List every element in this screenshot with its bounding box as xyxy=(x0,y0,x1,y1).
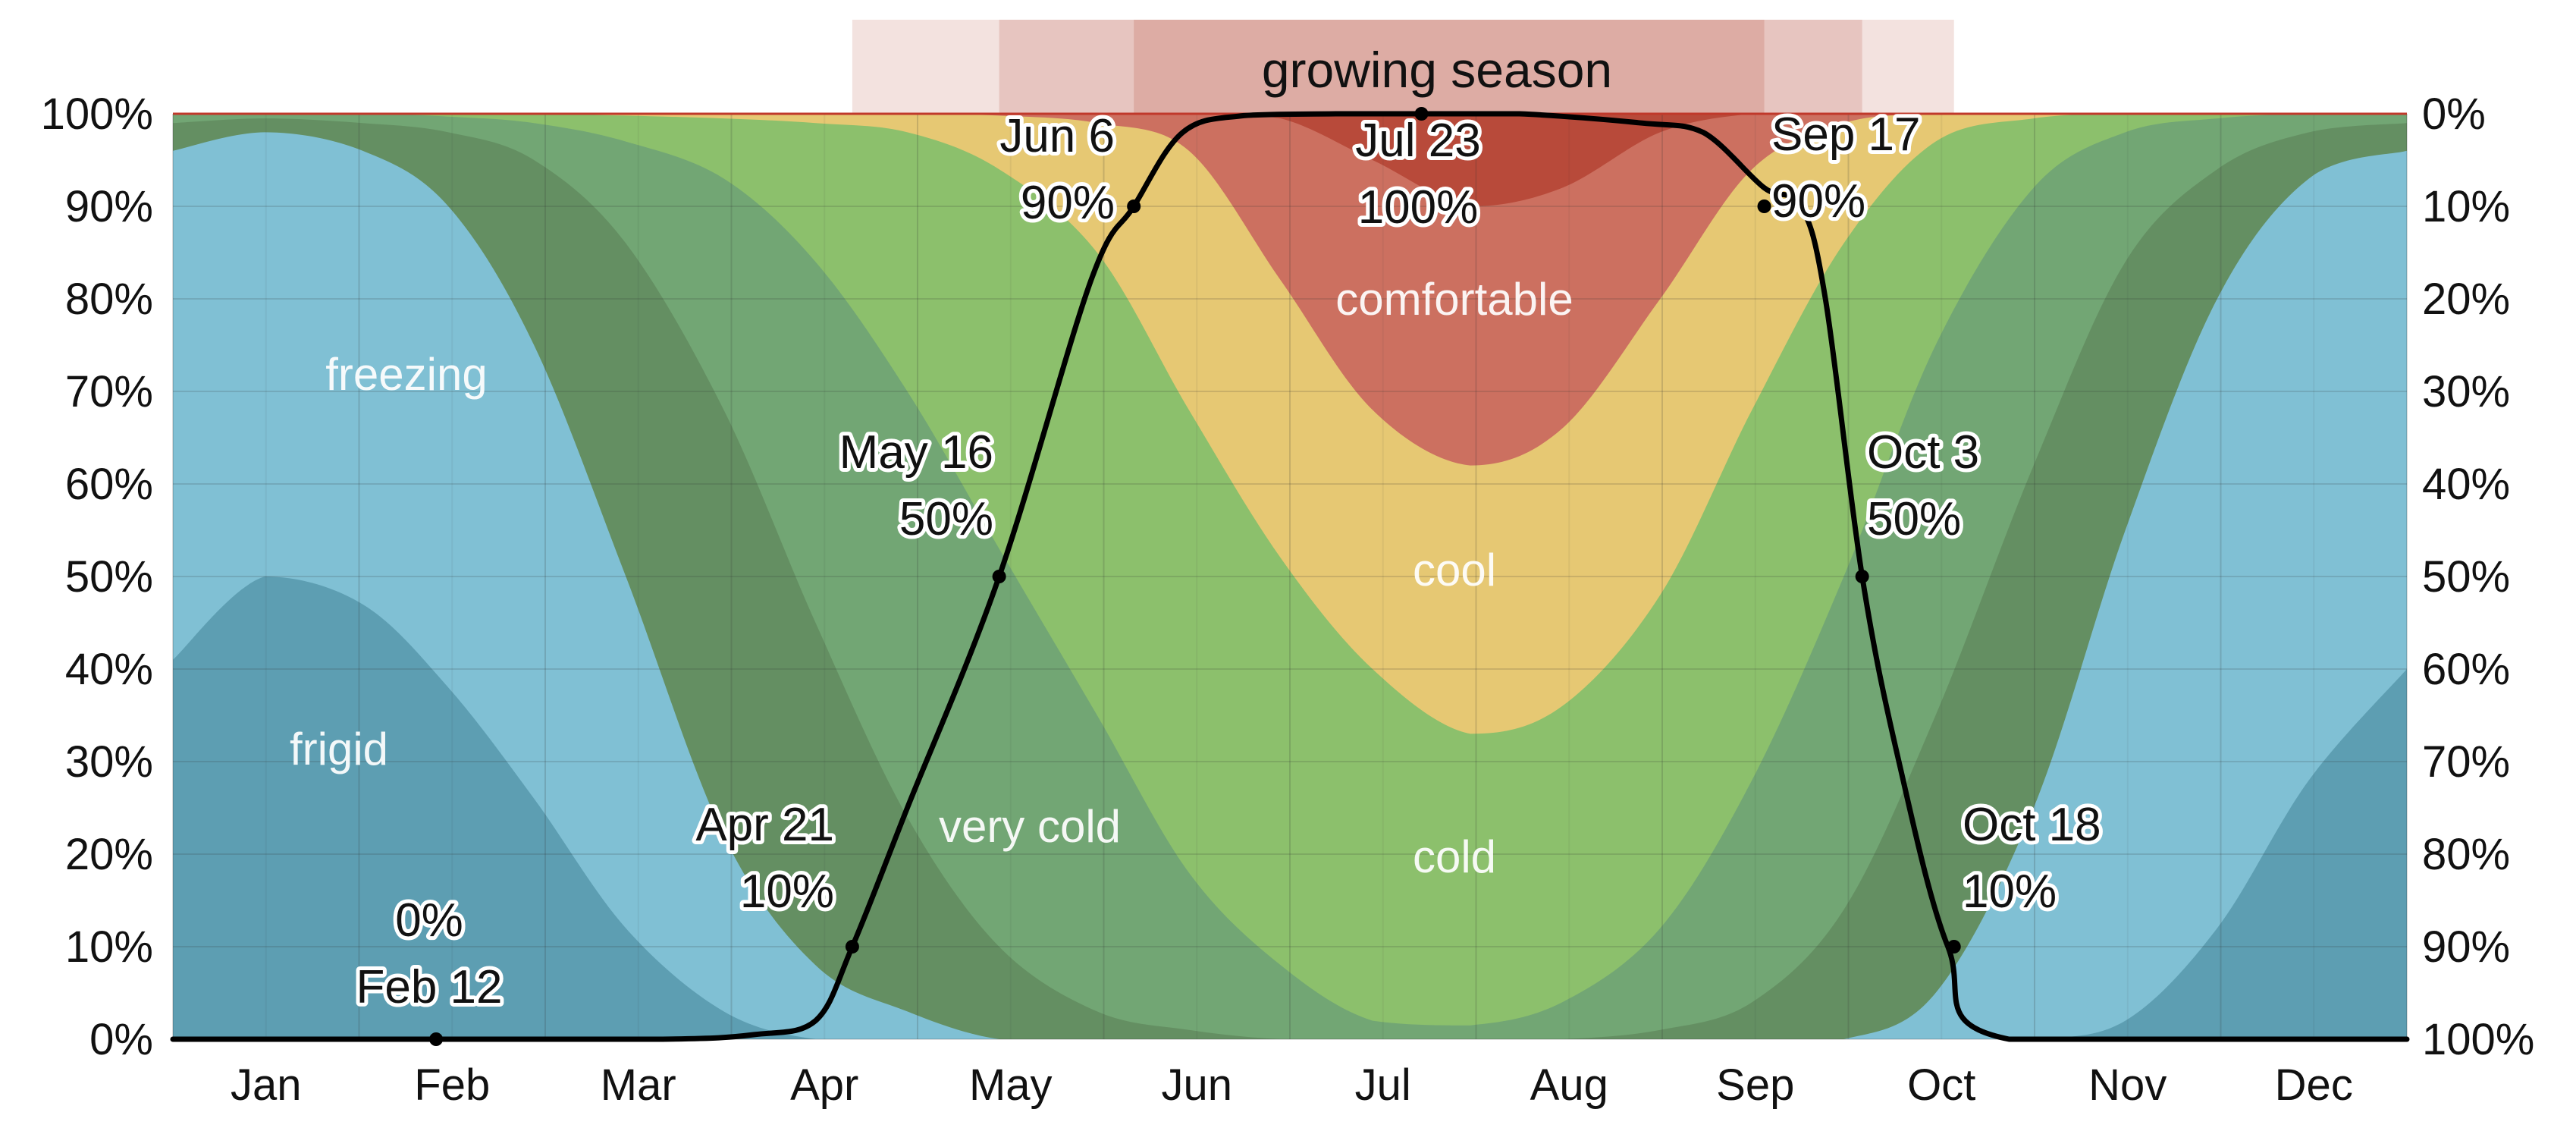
annotation-line: 100% xyxy=(1358,181,1479,234)
growing-season-band xyxy=(852,20,1954,114)
right-axis-tick-1: 90% xyxy=(2422,922,2510,972)
right-axis-tick-9: 10% xyxy=(2422,182,2510,231)
annotation-label-4: Jun 6 90% xyxy=(999,110,1115,229)
month-label-apr: Apr xyxy=(790,1060,858,1110)
band-label-cool: cool xyxy=(1413,545,1496,595)
right-axis-tick-8: 20% xyxy=(2422,275,2510,324)
band-label-frigid: frigid xyxy=(290,724,388,774)
annotation-point-8 xyxy=(1947,940,1961,953)
month-label-jan: Jan xyxy=(231,1060,302,1110)
annotation-label-5: Jul 23 100% xyxy=(1355,115,1480,234)
band-frigid xyxy=(173,576,2407,1039)
left-axis-tick-8: 80% xyxy=(65,275,153,324)
left-axis-tick-2: 20% xyxy=(65,830,153,879)
month-label-mar: Mar xyxy=(601,1060,676,1110)
annotation-line: 90% xyxy=(1021,177,1115,229)
annotation-label-7: Oct 3 50% xyxy=(1867,426,1979,545)
annotation-line: Feb 12 xyxy=(356,961,502,1013)
annotation-line: 50% xyxy=(1867,493,1961,545)
grid-lines xyxy=(172,112,2408,1040)
month-label-nov: Nov xyxy=(2088,1060,2167,1110)
growing-season-line-group xyxy=(170,111,2410,1042)
left-axis-tick-1: 10% xyxy=(65,922,153,972)
annotation-line: Apr 21 xyxy=(695,799,834,851)
annotation-point-7 xyxy=(1855,570,1869,583)
annotation-label-1: 0% Feb 12 xyxy=(356,894,502,1013)
axes: 0% 10% 20% 30% 40% 50% 60% 70% 80% 90% 100% 100% 90%… xyxy=(41,90,2535,1110)
annotation-line: Jul 23 xyxy=(1355,115,1480,167)
annotation-line: 10% xyxy=(740,866,834,918)
annotation-point-4 xyxy=(1127,199,1141,213)
right-axis-tick-10: 0% xyxy=(2422,90,2486,139)
annotation-line: 90% xyxy=(1771,175,1865,228)
left-axis-tick-0: 0% xyxy=(89,1015,153,1064)
right-axis-tick-6: 40% xyxy=(2422,460,2510,509)
annotation-point-1 xyxy=(429,1032,444,1046)
month-label-dec: Dec xyxy=(2275,1060,2353,1110)
left-axis-tick-3: 30% xyxy=(65,737,153,787)
right-axis-tick-4: 60% xyxy=(2422,645,2510,694)
season-band-segment-2 xyxy=(999,20,1862,114)
annotation-label-6: Sep 17 90% xyxy=(1771,108,1921,228)
annotation-label-2: Apr 21 10% xyxy=(695,799,834,918)
month-label-may: May xyxy=(969,1060,1053,1110)
annotation-point-2 xyxy=(845,940,859,953)
annotation-point-3 xyxy=(992,570,1006,583)
chart-title: growing season xyxy=(1262,42,1612,98)
left-axis-tick-4: 40% xyxy=(65,645,153,694)
left-axis-tick-5: 50% xyxy=(65,552,153,602)
right-axis-tick-0: 100% xyxy=(2422,1015,2534,1064)
annotation-line: 10% xyxy=(1963,866,2057,918)
annotation-point-5 xyxy=(1414,107,1429,121)
band-very-cold xyxy=(173,118,2407,1040)
annotation-line: Oct 3 xyxy=(1867,426,1979,479)
left-axis-tick-10: 100% xyxy=(41,90,153,139)
annotation-point-6 xyxy=(1757,199,1771,213)
left-axis-tick-9: 90% xyxy=(65,182,153,231)
right-axis-tick-3: 70% xyxy=(2422,737,2510,787)
annotation-label-8: Oct 18 10% xyxy=(1963,799,2101,918)
band-label-comfortable: comfortable xyxy=(1335,274,1573,325)
left-axis-tick-6: 60% xyxy=(65,460,153,509)
band-label-freezing: freezing xyxy=(325,349,487,400)
season-band-segment-1 xyxy=(852,20,1954,114)
month-label-feb: Feb xyxy=(414,1060,490,1110)
annotation-line: Sep 17 xyxy=(1771,108,1921,161)
month-label-oct: Oct xyxy=(1907,1060,1975,1110)
month-label-sep: Sep xyxy=(1716,1060,1794,1110)
temperature-bands xyxy=(173,114,2407,1040)
annotation-line: 50% xyxy=(899,493,993,545)
band-label-very-cold: very cold xyxy=(939,801,1121,852)
annotation-label-3: May 16 50% xyxy=(839,426,993,545)
right-axis-tick-5: 50% xyxy=(2422,552,2510,602)
annotation-line: Oct 18 xyxy=(1963,799,2101,851)
annotation-line: Jun 6 xyxy=(999,110,1115,162)
growing-season-line xyxy=(170,111,2410,1042)
band-labels: frigid freezing very cold cold cool comfortab… xyxy=(290,274,1574,882)
annotation-line: 0% xyxy=(395,894,463,947)
band-label-cold: cold xyxy=(1413,831,1496,882)
right-axis-tick-7: 30% xyxy=(2422,367,2510,416)
month-label-jun: Jun xyxy=(1161,1060,1232,1110)
right-axis-tick-2: 80% xyxy=(2422,830,2510,879)
season-band-segment-3 xyxy=(1134,20,1765,114)
annotations: 0% Feb 12 Apr 21 10% May 16 50% Jun 6 90% Jul 23… xyxy=(352,105,2105,1046)
month-label-aug: Aug xyxy=(1530,1060,1608,1110)
annotation-line: May 16 xyxy=(839,426,993,479)
month-label-jul: Jul xyxy=(1355,1060,1411,1110)
left-axis-tick-7: 70% xyxy=(65,367,153,416)
